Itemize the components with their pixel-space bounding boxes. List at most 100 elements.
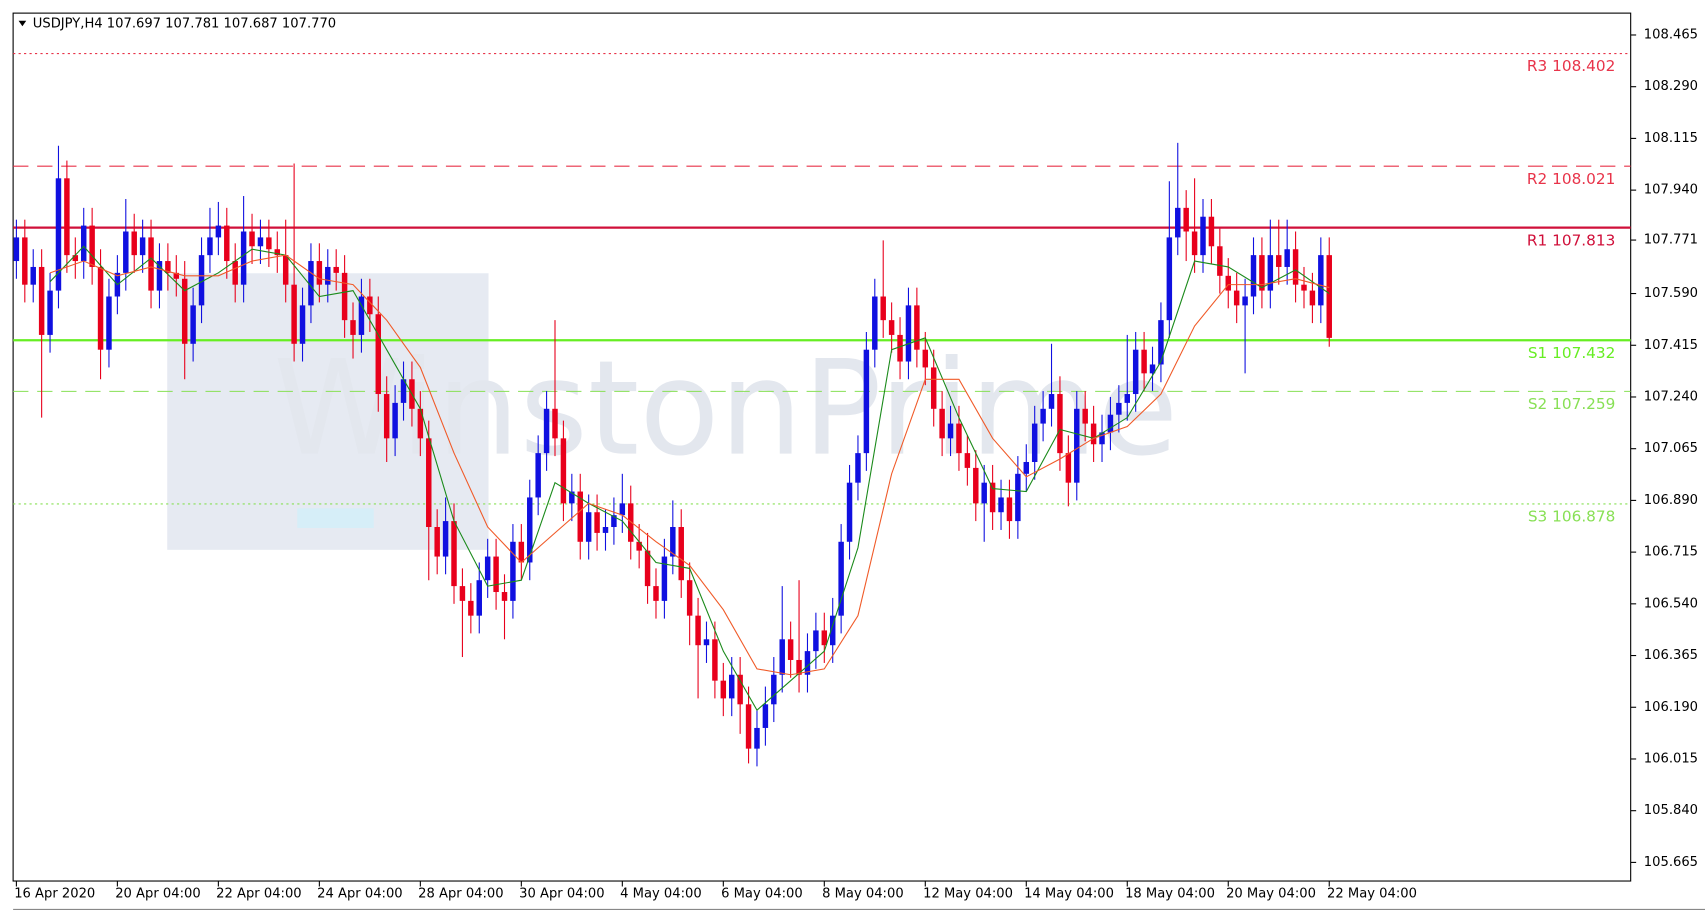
candle-body bbox=[367, 296, 373, 315]
moving-average bbox=[49, 245, 1330, 712]
candle-body bbox=[97, 266, 104, 350]
candle-body bbox=[1200, 216, 1206, 256]
candle-body bbox=[1132, 349, 1139, 395]
x-tick-label: 20 Apr 04:00 bbox=[115, 887, 200, 902]
candle-body bbox=[392, 402, 398, 439]
candle-body bbox=[577, 491, 583, 542]
level-label: S1 107.432 bbox=[1528, 344, 1616, 362]
candle-body bbox=[619, 503, 626, 516]
candle-body bbox=[1208, 216, 1215, 247]
y-tick-label: 108.465 bbox=[1644, 27, 1698, 42]
y-tick-label: 105.665 bbox=[1644, 855, 1698, 870]
y-tick-label: 106.365 bbox=[1644, 648, 1698, 663]
candle-body bbox=[1225, 275, 1231, 291]
candle-body bbox=[350, 320, 356, 335]
candle-body bbox=[1082, 408, 1088, 424]
candle-body bbox=[1183, 207, 1189, 232]
candle-body bbox=[1318, 255, 1324, 306]
candle-body bbox=[1099, 432, 1105, 445]
watermark: WinstonPrime bbox=[273, 332, 1178, 485]
candle-body bbox=[173, 272, 180, 279]
candle-body bbox=[602, 527, 609, 533]
candle-body bbox=[358, 296, 365, 335]
candle-body bbox=[922, 349, 929, 368]
x-tick-label: 12 May 04:00 bbox=[923, 887, 1013, 902]
candle-body bbox=[257, 237, 264, 247]
candle-body bbox=[207, 237, 213, 256]
candle-body bbox=[518, 541, 525, 563]
candle-body bbox=[224, 225, 230, 262]
candle-body bbox=[1124, 394, 1130, 403]
y-tick-label: 108.115 bbox=[1644, 131, 1698, 146]
candle-body bbox=[1057, 394, 1063, 454]
candle-body bbox=[1158, 320, 1164, 365]
y-tick-label: 107.065 bbox=[1644, 441, 1698, 456]
level-label: R3 108.402 bbox=[1527, 57, 1615, 75]
y-tick-label: 108.290 bbox=[1644, 79, 1698, 94]
candle-body bbox=[930, 367, 937, 409]
candle-body bbox=[30, 266, 36, 285]
candle-body bbox=[1023, 461, 1030, 474]
candle-body bbox=[905, 305, 912, 362]
candle-body bbox=[1276, 255, 1282, 267]
candle-body bbox=[64, 178, 70, 256]
candle-body bbox=[594, 512, 600, 533]
candle-body bbox=[585, 512, 592, 542]
y-tick-label: 107.240 bbox=[1644, 389, 1698, 404]
candle-body bbox=[383, 394, 390, 439]
candle-body bbox=[947, 423, 954, 439]
candle-body bbox=[569, 491, 575, 504]
x-tick-label: 22 May 04:00 bbox=[1327, 887, 1417, 902]
candle-body bbox=[1217, 246, 1223, 276]
candle-body bbox=[123, 231, 129, 273]
candle-body bbox=[1326, 255, 1332, 338]
candle-body bbox=[964, 453, 971, 468]
candle-body bbox=[796, 659, 802, 675]
candle-body bbox=[661, 556, 668, 601]
header: USDJPY,H4 107.697 107.781 107.687 107.77… bbox=[33, 17, 336, 32]
candle-body bbox=[872, 296, 878, 350]
candle-body bbox=[670, 527, 676, 557]
menu-triangle bbox=[18, 20, 27, 27]
candle-body bbox=[484, 556, 491, 581]
level-label: R2 108.021 bbox=[1527, 170, 1615, 188]
candle-body bbox=[779, 639, 785, 675]
candle-body bbox=[442, 521, 449, 557]
candle-body bbox=[644, 550, 651, 587]
candle-body bbox=[804, 651, 811, 675]
candle-body bbox=[543, 408, 550, 454]
candle-body bbox=[998, 497, 1004, 513]
candle-body bbox=[829, 615, 836, 646]
candle-body bbox=[266, 237, 272, 250]
x-tick-label: 18 May 04:00 bbox=[1125, 887, 1215, 902]
candle-body bbox=[956, 423, 962, 454]
candle-body bbox=[72, 255, 79, 262]
candle-body bbox=[728, 674, 735, 699]
candle-body bbox=[1141, 349, 1147, 374]
candle-body bbox=[1292, 249, 1299, 285]
candle-body bbox=[156, 261, 163, 291]
level-label: S3 106.878 bbox=[1528, 508, 1616, 526]
candle-body bbox=[1284, 249, 1290, 267]
candle-body bbox=[1074, 408, 1080, 483]
candle-body bbox=[181, 278, 188, 344]
candle-body bbox=[686, 580, 693, 616]
x-tick-label: 4 May 04:00 bbox=[620, 887, 702, 902]
candle-body bbox=[333, 266, 339, 273]
candle-body bbox=[148, 237, 154, 291]
candle-body bbox=[535, 453, 541, 498]
candle-body bbox=[249, 231, 255, 247]
candle-body bbox=[939, 408, 945, 439]
candle-body bbox=[855, 453, 861, 483]
candle-body bbox=[653, 586, 659, 601]
candle-body bbox=[38, 266, 45, 335]
candle-body bbox=[628, 503, 634, 542]
candle-body bbox=[737, 674, 743, 705]
candle-body bbox=[316, 261, 323, 285]
candle-body bbox=[989, 482, 996, 513]
x-tick-label: 16 Apr 2020 bbox=[14, 887, 95, 902]
candle-body bbox=[80, 225, 87, 262]
candle-body bbox=[1031, 423, 1038, 462]
x-tick-label: 14 May 04:00 bbox=[1024, 887, 1114, 902]
